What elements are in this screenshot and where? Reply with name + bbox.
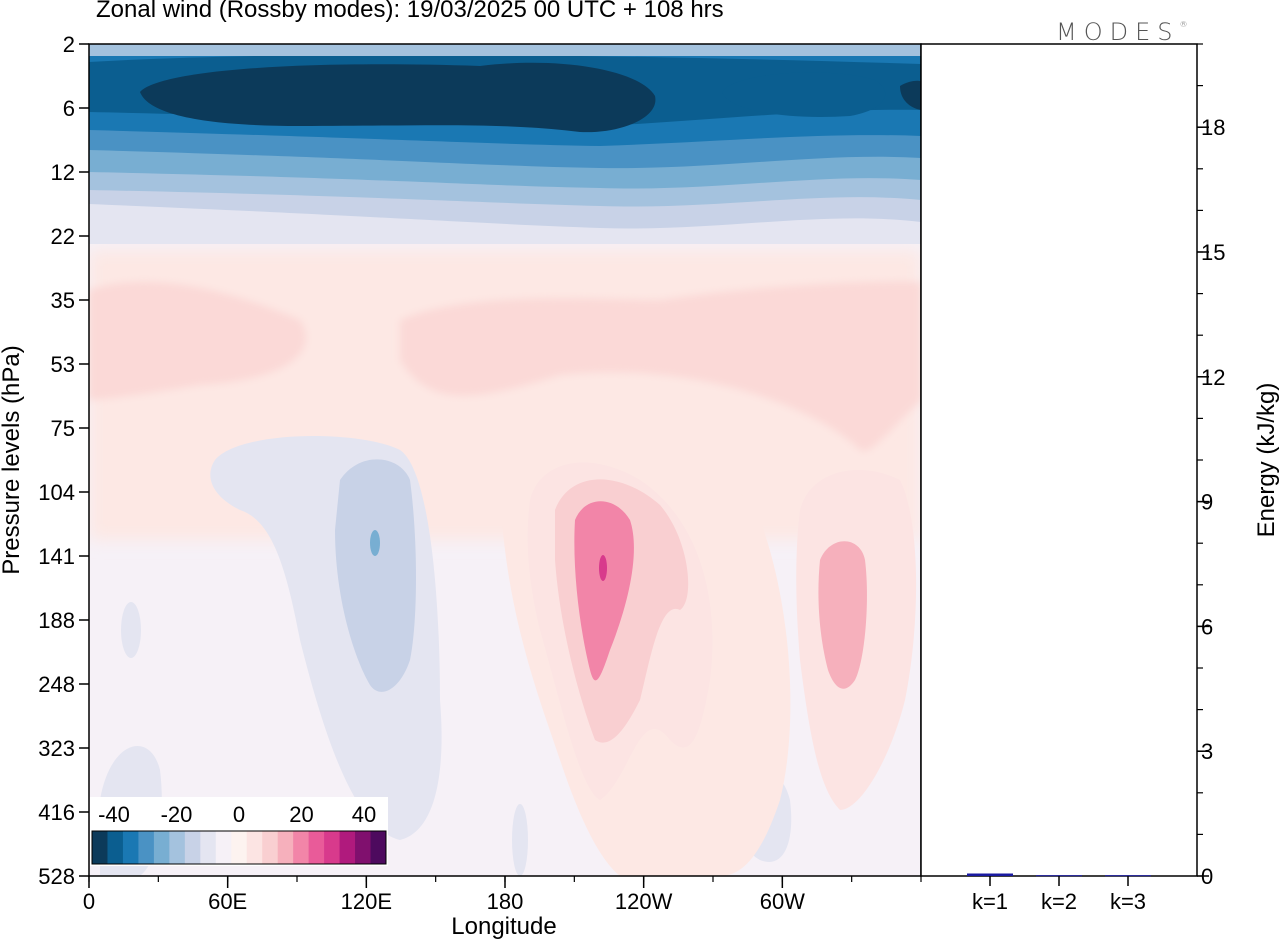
pressure-tick-label: 104: [38, 480, 75, 505]
colorbar: -40 -20 0 20 40: [90, 797, 388, 866]
longitude-tick-label: 0: [83, 889, 95, 914]
longitude-tick-label: 120E: [341, 889, 392, 914]
colorbar-swatch: [355, 831, 372, 864]
contour-field: [89, 44, 921, 876]
colorbar-swatch: [184, 831, 201, 864]
colorbar-swatch: [215, 831, 232, 864]
energy-axis-label: Energy (kJ/kg): [1253, 383, 1280, 538]
colorbar-swatch: [169, 831, 186, 864]
longitude-axis: 0 60E 120E 180 120W 60W: [83, 876, 922, 914]
easterly-core-west: [140, 62, 656, 133]
westerly-layer-strong-east: [400, 281, 921, 451]
colorbar-swatch: [246, 831, 263, 864]
energy-axis: 0 3 6 9 12 15 18: [1197, 43, 1225, 889]
pressure-tick-label: 528: [38, 864, 75, 889]
energy-bars: k=1 k=2 k=3: [967, 873, 1151, 914]
longitude-tick-label: 60W: [760, 889, 805, 914]
westerly-layer-strong-west: [89, 281, 306, 400]
pressure-tick-label: 323: [38, 736, 75, 761]
colorbar-label: -40: [98, 802, 130, 827]
pressure-tick-label: 188: [38, 608, 75, 633]
negative-core-120e: [335, 459, 416, 692]
colorbar-swatch: [153, 831, 170, 864]
pressure-tick-label: 22: [51, 224, 75, 249]
pressure-axis: 2 6 12 22 35 53 75 104 141 188 248 323 416 528: [38, 32, 89, 889]
energy-category-label: k=3: [1110, 889, 1146, 914]
energy-tick-label: 6: [1201, 614, 1213, 639]
modes-logo: MODES®: [1056, 18, 1187, 46]
easterly-core-east: [722, 72, 886, 117]
longitude-tick-label: 60E: [208, 889, 247, 914]
pressure-tick-label: 6: [63, 96, 75, 121]
pressure-tick-label: 141: [38, 544, 75, 569]
negative-blob-180: [512, 804, 528, 876]
logo-text: MODES: [1056, 18, 1180, 46]
colorbar-swatch: [200, 831, 217, 864]
colorbar-swatch: [324, 831, 341, 864]
negative-blob-west: [121, 602, 141, 658]
colorbar-swatch: [308, 831, 325, 864]
energy-tick-label: 15: [1201, 240, 1225, 265]
colorbar-label: 40: [352, 802, 376, 827]
energy-tick-label: 9: [1201, 490, 1213, 515]
pressure-tick-label: 53: [51, 352, 75, 377]
colorbar-swatch: [370, 831, 387, 864]
pressure-tick-label: 75: [51, 416, 75, 441]
energy-bar: [1036, 875, 1082, 877]
chart-title: Zonal wind (Rossby modes): 19/03/2025 00…: [96, 0, 724, 23]
easterly-top-fade: [89, 44, 921, 56]
pressure-tick-label: 416: [38, 800, 75, 825]
colorbar-label: -20: [161, 802, 193, 827]
colorbar-swatch: [92, 831, 108, 864]
x-axis-label: Longitude: [451, 913, 556, 940]
energy-panel-frame: [920, 43, 1198, 877]
pressure-tick-label: 12: [51, 160, 75, 185]
energy-category-label: k=2: [1041, 889, 1077, 914]
colorbar-swatch: [231, 831, 248, 864]
pressure-tick-label: 35: [51, 288, 75, 313]
energy-category-label: k=1: [972, 889, 1008, 914]
colorbar-label: 0: [233, 802, 245, 827]
colorbar-frame: [91, 830, 387, 865]
negative-peak-120e: [370, 530, 380, 556]
energy-bar: [967, 873, 1013, 876]
energy-bar: [1105, 875, 1151, 877]
colorbar-swatch: [293, 831, 310, 864]
longitude-tick-label: 180: [487, 889, 524, 914]
positive-band3-120w: [574, 501, 634, 681]
colorbar-swatch: [138, 831, 155, 864]
colorbar-swatch: [107, 831, 124, 864]
registered-mark: ®: [1179, 20, 1188, 29]
y-axis-label: Pressure levels (hPa): [0, 345, 25, 574]
positive-peak-120w: [599, 555, 607, 581]
colorbar-swatch: [262, 831, 279, 864]
colorbar-swatch: [277, 831, 294, 864]
pressure-tick-label: 2: [63, 32, 75, 57]
easterly-core-edge: [900, 80, 921, 110]
pressure-tick-label: 248: [38, 672, 75, 697]
energy-tick-label: 3: [1201, 739, 1213, 764]
colorbar-swatch: [339, 831, 356, 864]
colorbar-label: 20: [289, 802, 313, 827]
energy-tick-label: 18: [1201, 115, 1225, 140]
energy-tick-label: 0: [1201, 864, 1213, 889]
colorbar-swatch: [122, 831, 139, 864]
longitude-tick-label: 120W: [615, 889, 673, 914]
positive-core-30w: [818, 541, 867, 689]
energy-tick-label: 12: [1201, 365, 1225, 390]
